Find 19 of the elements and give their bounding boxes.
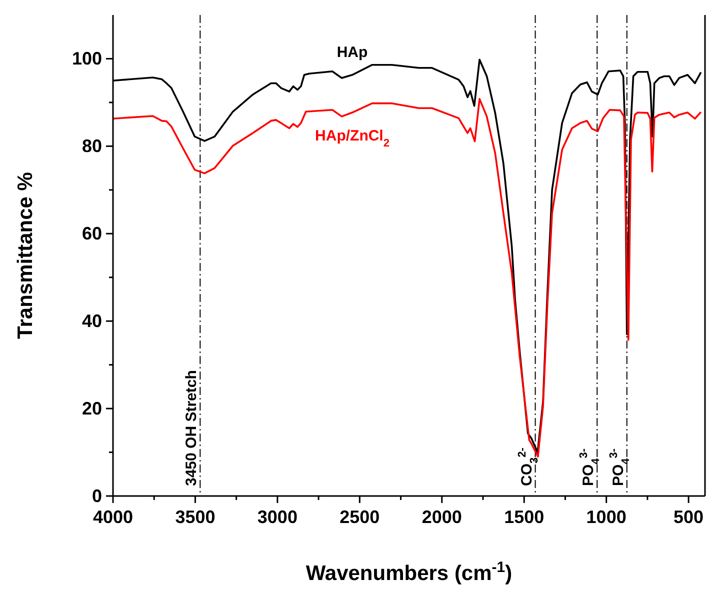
ref-line-label: 3450 OH Stretch bbox=[183, 370, 200, 486]
x-tick-label: 1000 bbox=[586, 507, 626, 527]
x-tick-label: 3000 bbox=[257, 507, 298, 527]
y-tick-label: 20 bbox=[82, 398, 102, 419]
y-tick-label: 0 bbox=[92, 486, 102, 506]
series-label: HAp bbox=[336, 44, 368, 61]
x-tick-label: 1500 bbox=[504, 507, 544, 527]
x-tick-label: 2500 bbox=[340, 507, 380, 527]
series-label: HAp/ZnCl$_{2}$ bbox=[315, 128, 390, 150]
x-tick-label: 2000 bbox=[422, 507, 462, 527]
y-tick-label: 40 bbox=[82, 311, 102, 332]
y-tick-label: 60 bbox=[82, 224, 102, 244]
y-axis-title: Transmittance % bbox=[14, 172, 37, 339]
x-tick-label: 500 bbox=[674, 507, 704, 527]
x-axis-title: Wavenumbers (cm$^{-1}$) bbox=[306, 558, 512, 585]
x-tick-label: 3500 bbox=[175, 507, 216, 527]
y-tick-label: 100 bbox=[72, 48, 102, 69]
y-tick-label: 80 bbox=[82, 136, 102, 156]
x-tick-label: 4000 bbox=[92, 507, 134, 527]
